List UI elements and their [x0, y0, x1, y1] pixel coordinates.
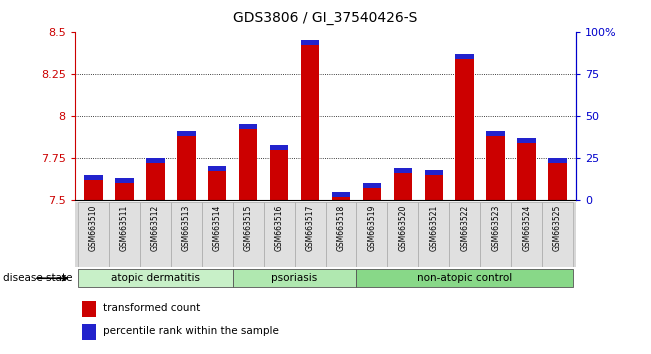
Text: GSM663521: GSM663521	[429, 205, 438, 251]
Bar	[326, 202, 357, 267]
Text: atopic dermatitis: atopic dermatitis	[111, 273, 200, 283]
Text: GSM663520: GSM663520	[398, 205, 408, 251]
Bar	[480, 202, 511, 267]
Text: GSM663516: GSM663516	[275, 205, 284, 251]
Bar	[363, 183, 381, 188]
Text: GSM663519: GSM663519	[367, 205, 376, 251]
Text: GSM663524: GSM663524	[522, 205, 531, 251]
Text: GSM663517: GSM663517	[305, 205, 314, 251]
Bar	[542, 202, 573, 267]
Bar	[449, 202, 480, 267]
Text: GSM663525: GSM663525	[553, 205, 562, 251]
Bar	[146, 158, 165, 163]
Bar	[518, 138, 536, 143]
Bar	[394, 168, 412, 173]
Bar	[424, 175, 443, 200]
Bar	[177, 131, 195, 136]
Bar	[239, 130, 257, 200]
Bar	[171, 202, 202, 267]
Text: GSM663514: GSM663514	[213, 205, 222, 251]
Bar	[424, 170, 443, 175]
Text: psoriasis: psoriasis	[271, 273, 318, 283]
Text: transformed count: transformed count	[103, 303, 201, 313]
Bar	[294, 202, 326, 267]
Bar	[232, 269, 357, 287]
Bar	[78, 202, 109, 267]
Bar	[548, 158, 567, 163]
Bar	[84, 180, 103, 200]
Text: disease state: disease state	[3, 273, 73, 283]
Text: GSM663515: GSM663515	[243, 205, 253, 251]
Text: GSM663510: GSM663510	[89, 205, 98, 251]
Bar	[82, 301, 96, 317]
Bar	[78, 269, 232, 287]
Bar	[357, 269, 573, 287]
Bar	[146, 163, 165, 200]
Bar	[270, 150, 288, 200]
Bar	[84, 175, 103, 180]
Bar	[301, 45, 319, 200]
Bar	[115, 183, 133, 200]
Bar	[140, 202, 171, 267]
Bar	[511, 202, 542, 267]
Bar	[387, 202, 419, 267]
Bar	[486, 131, 505, 136]
Bar	[518, 143, 536, 200]
Bar	[270, 144, 288, 150]
Bar	[301, 40, 319, 45]
Bar	[332, 192, 350, 196]
Bar	[208, 166, 227, 171]
Text: GSM663522: GSM663522	[460, 205, 469, 251]
Bar	[419, 202, 449, 267]
Bar	[264, 202, 294, 267]
Text: GSM663512: GSM663512	[151, 205, 159, 251]
Text: GSM663511: GSM663511	[120, 205, 129, 251]
Text: GSM663523: GSM663523	[492, 205, 500, 251]
Bar	[239, 124, 257, 129]
Text: GSM663513: GSM663513	[182, 205, 191, 251]
Bar	[456, 54, 474, 59]
Bar	[208, 171, 227, 200]
Bar	[109, 202, 140, 267]
Bar	[486, 136, 505, 200]
Text: non-atopic control: non-atopic control	[417, 273, 512, 283]
Bar	[332, 197, 350, 200]
Bar	[82, 324, 96, 340]
Bar	[363, 188, 381, 200]
Bar	[115, 178, 133, 183]
Text: GSM663518: GSM663518	[337, 205, 346, 251]
Bar	[177, 136, 195, 200]
Bar	[548, 163, 567, 200]
Bar	[394, 173, 412, 200]
Bar	[357, 202, 387, 267]
Bar	[232, 202, 264, 267]
Bar	[202, 202, 232, 267]
Bar	[456, 59, 474, 200]
Text: GDS3806 / GI_37540426-S: GDS3806 / GI_37540426-S	[233, 11, 418, 25]
Text: percentile rank within the sample: percentile rank within the sample	[103, 326, 279, 336]
